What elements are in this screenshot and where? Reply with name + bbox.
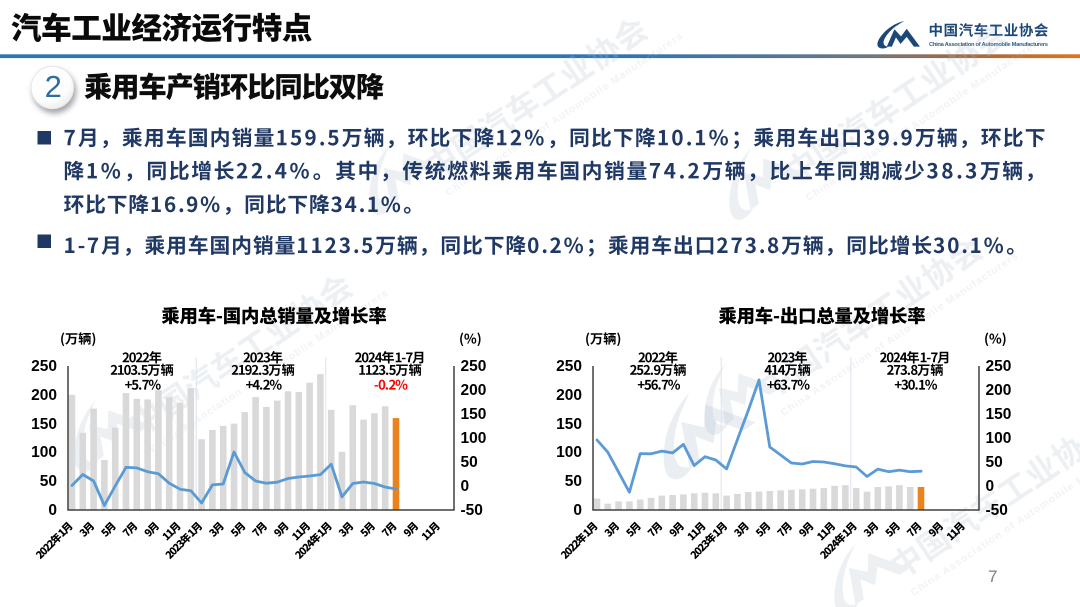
svg-text:50: 50 (40, 473, 57, 490)
svg-text:50: 50 (986, 454, 1003, 471)
svg-text:100: 100 (986, 430, 1012, 447)
svg-text:2: 2 (45, 69, 62, 104)
svg-text:150: 150 (556, 416, 582, 433)
svg-text:50: 50 (461, 454, 478, 471)
svg-text:250: 250 (556, 358, 582, 375)
svg-text:100: 100 (556, 444, 582, 461)
svg-text:0: 0 (461, 478, 470, 495)
svg-text:250: 250 (986, 358, 1012, 375)
svg-text:0: 0 (48, 502, 57, 519)
svg-text:100: 100 (461, 430, 487, 447)
svg-text:200: 200 (461, 382, 487, 399)
svg-text:250: 250 (461, 358, 487, 375)
svg-text:100: 100 (31, 444, 57, 461)
svg-text:150: 150 (986, 406, 1012, 423)
svg-text:200: 200 (31, 387, 57, 404)
svg-text:200: 200 (556, 387, 582, 404)
svg-text:150: 150 (31, 416, 57, 433)
svg-text:250: 250 (31, 358, 57, 375)
svg-text:50: 50 (565, 473, 582, 490)
svg-text:7: 7 (988, 567, 997, 586)
svg-text:0: 0 (573, 502, 582, 519)
svg-text:0: 0 (986, 478, 995, 495)
svg-text:-50: -50 (986, 502, 1008, 519)
svg-text:-50: -50 (461, 502, 483, 519)
svg-text:200: 200 (986, 382, 1012, 399)
svg-text:150: 150 (461, 406, 487, 423)
